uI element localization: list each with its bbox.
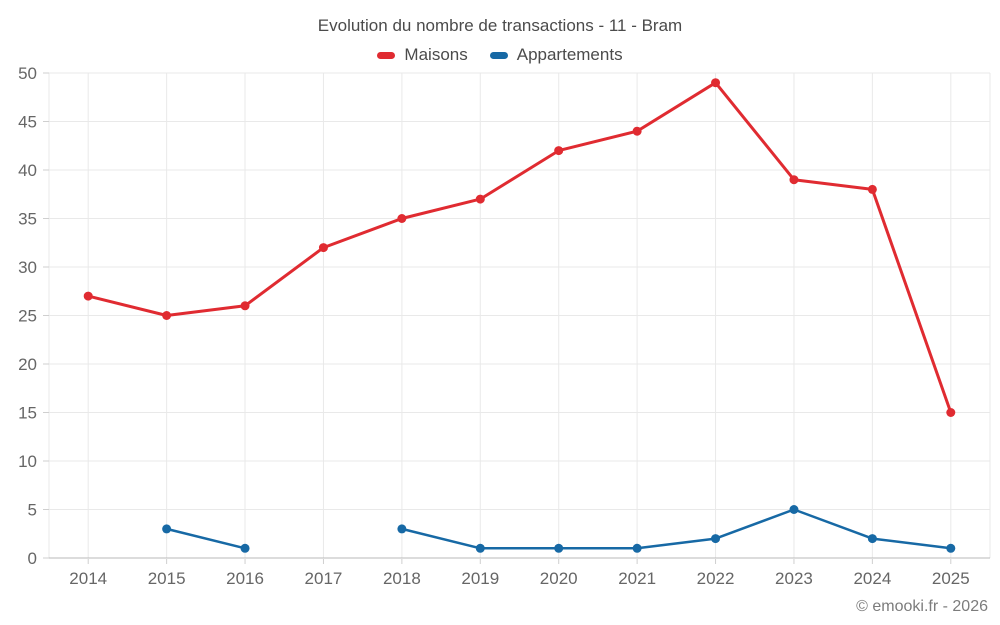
x-axis-label: 2018 <box>383 569 421 588</box>
series-line-appartements <box>165 527 247 550</box>
data-point-appartements[interactable] <box>789 505 799 514</box>
y-axis-label: 10 <box>18 452 37 471</box>
legend-item-appartements[interactable]: Appartements <box>489 45 623 65</box>
data-point-appartements[interactable] <box>946 543 956 553</box>
x-axis-label: 2017 <box>305 569 343 588</box>
x-axis-label: 2023 <box>775 569 813 588</box>
x-axis-label: 2015 <box>148 569 186 588</box>
data-point-maisons[interactable] <box>397 214 407 223</box>
y-axis-label: 25 <box>18 307 37 326</box>
x-axis-label: 2014 <box>69 569 107 588</box>
data-point-appartements[interactable] <box>867 534 877 544</box>
series-line-maisons <box>86 81 953 414</box>
y-axis-label: 15 <box>18 404 37 423</box>
legend-item-maisons[interactable]: Maisons <box>377 45 468 65</box>
data-point-maisons[interactable] <box>162 311 172 320</box>
data-point-maisons[interactable] <box>475 194 485 204</box>
x-axis-label: 2022 <box>697 569 735 588</box>
y-axis-label: 40 <box>18 161 37 180</box>
data-point-appartements[interactable] <box>475 543 485 553</box>
data-point-maisons[interactable] <box>83 291 93 301</box>
y-axis-label: 0 <box>28 549 37 568</box>
y-axis-label: 45 <box>18 113 37 132</box>
data-point-maisons[interactable] <box>946 408 956 417</box>
x-axis-label: 2020 <box>540 569 578 588</box>
data-point-maisons[interactable] <box>318 243 328 253</box>
appartements-swatch-icon <box>489 51 508 59</box>
data-point-appartements[interactable] <box>632 543 642 553</box>
data-point-maisons[interactable] <box>240 301 250 311</box>
data-point-maisons[interactable] <box>867 184 877 194</box>
chart-legend: Maisons Appartements <box>0 45 1000 65</box>
x-axis-label: 2021 <box>618 569 656 588</box>
data-point-maisons[interactable] <box>711 78 721 88</box>
y-axis-label: 35 <box>18 210 37 229</box>
maisons-swatch-icon <box>377 51 396 59</box>
data-point-appartements[interactable] <box>397 524 407 534</box>
data-point-maisons[interactable] <box>632 126 642 136</box>
legend-label-appartements: Appartements <box>516 45 623 64</box>
legend-label-maisons: Maisons <box>404 45 468 64</box>
copyright-watermark: © emooki.fr - 2026 <box>856 598 988 615</box>
data-point-appartements[interactable] <box>162 524 172 534</box>
x-axis-label: 2024 <box>853 569 891 588</box>
y-axis-label: 5 <box>28 501 37 520</box>
x-axis-label: 2016 <box>226 569 264 588</box>
x-axis-label: 2025 <box>932 569 970 588</box>
data-point-appartements[interactable] <box>240 543 250 553</box>
y-axis-label: 50 <box>18 64 37 83</box>
data-point-appartements[interactable] <box>554 543 564 553</box>
y-axis-label: 20 <box>18 355 37 374</box>
x-axis-label: 2019 <box>461 569 499 588</box>
series-line-appartements <box>400 508 953 550</box>
chart-title: Evolution du nombre de transactions - 11… <box>317 16 683 35</box>
data-point-maisons[interactable] <box>554 146 564 156</box>
y-axis-label: 30 <box>18 258 37 277</box>
data-point-appartements[interactable] <box>711 534 721 544</box>
data-point-maisons[interactable] <box>789 175 799 185</box>
